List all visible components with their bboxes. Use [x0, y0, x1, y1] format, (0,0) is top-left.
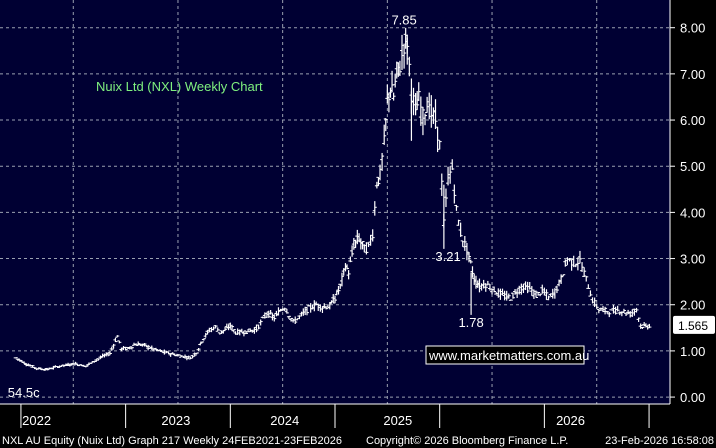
x-tick-label: 2023: [161, 413, 190, 428]
price-annotation: 54.5c: [8, 385, 40, 400]
x-tick-label: 2025: [383, 413, 412, 428]
y-tick-label: 7.00: [680, 67, 705, 82]
plot-background: [0, 0, 670, 404]
y-tick-label: 5.00: [680, 159, 705, 174]
y-tick-label: 6.00: [680, 113, 705, 128]
annotations: 7.85 3.21 1.78 54.5c: [8, 13, 484, 400]
y-tick-label: 1.00: [680, 344, 705, 359]
x-tick-label: 2022: [22, 413, 51, 428]
footer-copyright: Copyright© 2026 Bloomberg Finance L.P.: [366, 435, 568, 447]
price-annotation: 7.85: [391, 13, 416, 28]
last-price-label: 1.565: [678, 319, 708, 333]
y-axis: 0.00 1.00 2.00 3.00 4.00 5.00 6.00 7.00 8.00: [669, 0, 705, 405]
last-price-tag: 1.565: [673, 315, 715, 334]
y-tick-label: 8.00: [680, 21, 705, 36]
x-tick-label: 2026: [556, 413, 585, 428]
y-tick-label: 0.00: [680, 390, 705, 405]
watermark[interactable]: www.marketmatters.com.au: [425, 345, 589, 365]
x-tick-label: 2024: [270, 413, 299, 428]
footer: NXL AU Equity (Nuix Ltd) Graph 217 Weekl…: [2, 435, 714, 447]
last-price-box: [673, 315, 715, 334]
watermark-link[interactable]: www.marketmatters.com.au: [428, 348, 589, 363]
y-tick-label: 3.00: [680, 252, 705, 267]
price-bars: [13, 27, 652, 371]
footer-security: NXL AU Equity (Nuix Ltd) Graph 217 Weekl…: [2, 435, 342, 447]
price-annotation: 3.21: [435, 249, 460, 264]
watermark-box: [425, 345, 585, 365]
x-axis: 2022 2023 2024 2025 2026: [0, 403, 670, 428]
y-tick-label: 4.00: [680, 205, 705, 220]
chart-title: Nuix Ltd (NXL) Weekly Chart: [96, 79, 263, 94]
price-annotation: 1.78: [458, 315, 483, 330]
footer-timestamp: 23-Feb-2026 16:58:08: [605, 435, 714, 447]
y-tick-label: 2.00: [680, 298, 705, 313]
